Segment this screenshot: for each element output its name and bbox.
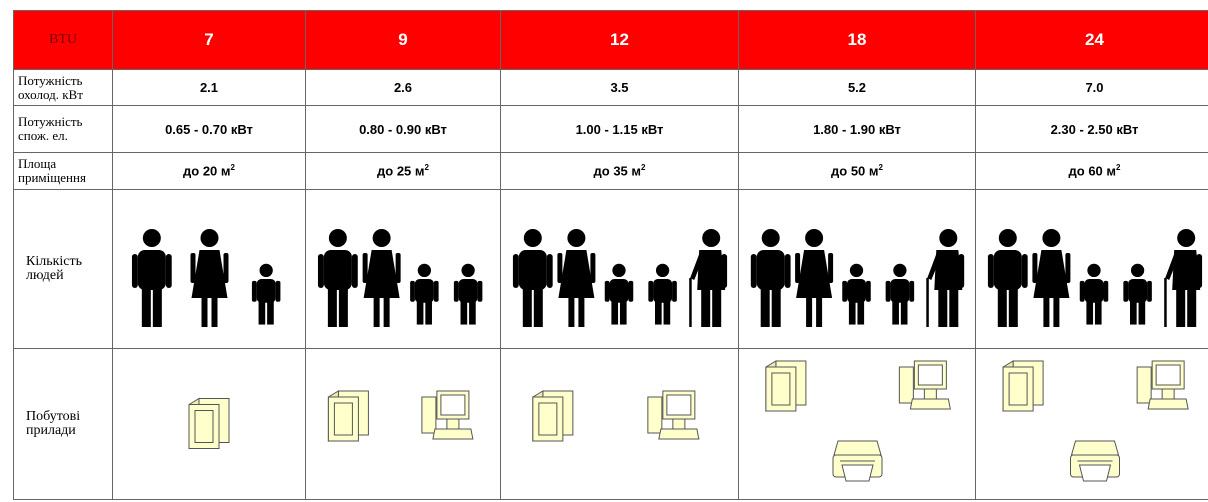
cell xyxy=(501,190,739,349)
box-icon xyxy=(189,399,229,449)
comp-icon xyxy=(899,361,950,409)
box-icon xyxy=(766,361,806,411)
device-icons xyxy=(739,349,974,499)
area-text: до 20 м xyxy=(183,164,231,179)
child-icon xyxy=(410,264,439,325)
comp-icon xyxy=(648,391,699,439)
cell: 3.5 xyxy=(501,70,739,106)
man-icon xyxy=(988,229,1028,327)
device-icons xyxy=(306,349,499,499)
cell: до 35 м2 xyxy=(501,153,739,190)
area-text: до 25 м xyxy=(377,164,425,179)
woman-icon xyxy=(191,229,229,327)
woman-icon xyxy=(795,229,833,327)
people-icons xyxy=(501,190,737,348)
cell: 2.30 - 2.50 кВт xyxy=(976,106,1208,153)
cell: 0.65 - 0.70 кВт xyxy=(113,106,306,153)
cell xyxy=(976,190,1208,349)
cell: 2.1 xyxy=(113,70,306,106)
btu-value: 24 xyxy=(976,11,1208,70)
people-icons xyxy=(976,190,1208,348)
area-text: до 60 м xyxy=(1069,164,1117,179)
comp-icon xyxy=(1137,361,1188,409)
woman-icon xyxy=(363,229,401,327)
people-icons xyxy=(306,190,499,348)
btu-value: 18 xyxy=(739,11,976,70)
elder-icon xyxy=(1164,229,1202,327)
man-icon xyxy=(751,229,791,327)
cell xyxy=(306,190,501,349)
cell: до 25 м2 xyxy=(306,153,501,190)
device-icons xyxy=(976,349,1208,499)
cell xyxy=(113,190,306,349)
child-icon xyxy=(454,264,483,325)
btu-label: BTU xyxy=(14,11,113,70)
area-unit-power: 2 xyxy=(425,163,429,172)
printer-icon xyxy=(1071,441,1120,481)
child-icon xyxy=(1080,264,1109,325)
cell xyxy=(739,349,976,500)
elder-icon xyxy=(926,229,964,327)
cell: до 60 м2 xyxy=(976,153,1208,190)
row-label: Побутові прилади xyxy=(14,349,113,500)
device-icons xyxy=(113,349,304,499)
table-row: Кількість людей xyxy=(14,190,1208,349)
cell xyxy=(501,349,739,500)
printer-icon xyxy=(833,441,882,481)
cell: до 50 м2 xyxy=(739,153,976,190)
row-label: Кількість людей xyxy=(14,190,113,349)
people-icons xyxy=(113,190,304,348)
child-icon xyxy=(886,264,915,325)
cell xyxy=(306,349,501,500)
child-icon xyxy=(605,264,634,325)
box-icon xyxy=(1003,361,1043,411)
cell: до 20 м2 xyxy=(113,153,306,190)
cell: 7.0 xyxy=(976,70,1208,106)
row-label: Потужність спож. ел. xyxy=(14,106,113,153)
woman-icon xyxy=(557,229,595,327)
btu-value: 9 xyxy=(306,11,501,70)
btu-value: 7 xyxy=(113,11,306,70)
elder-icon xyxy=(689,229,727,327)
device-icons xyxy=(501,349,737,499)
cell: 1.80 - 1.90 кВт xyxy=(739,106,976,153)
man-icon xyxy=(513,229,553,327)
area-unit-power: 2 xyxy=(641,163,645,172)
cell xyxy=(739,190,976,349)
row-label: Площа приміщення xyxy=(14,153,113,190)
area-unit-power: 2 xyxy=(231,163,235,172)
box-icon xyxy=(533,391,573,441)
area-unit-power: 2 xyxy=(1116,163,1120,172)
child-icon xyxy=(1123,264,1152,325)
area-text: до 50 м xyxy=(831,164,879,179)
man-icon xyxy=(318,229,358,327)
child-icon xyxy=(648,264,677,325)
woman-icon xyxy=(1032,229,1070,327)
child-icon xyxy=(252,264,281,325)
btu-value: 12 xyxy=(501,11,739,70)
box-icon xyxy=(328,391,368,441)
page: BTU79121824Потужність охолод. кВт2.12.63… xyxy=(0,0,1208,502)
cell xyxy=(976,349,1208,500)
area-text: до 35 м xyxy=(594,164,642,179)
child-icon xyxy=(842,264,871,325)
cell: 0.80 - 0.90 кВт xyxy=(306,106,501,153)
area-unit-power: 2 xyxy=(879,163,883,172)
cell: 1.00 - 1.15 кВт xyxy=(501,106,739,153)
cell: 2.6 xyxy=(306,70,501,106)
cell xyxy=(113,349,306,500)
cell: 5.2 xyxy=(739,70,976,106)
man-icon xyxy=(132,229,172,327)
comp-icon xyxy=(422,391,473,439)
row-label: Потужність охолод. кВт xyxy=(14,70,113,106)
people-icons xyxy=(739,190,974,348)
table-row: Побутові прилади xyxy=(14,349,1208,500)
